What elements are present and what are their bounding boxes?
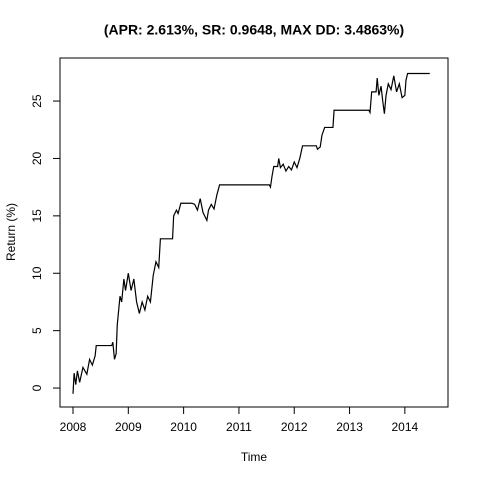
y-axis-label: Return (%) bbox=[4, 203, 18, 261]
x-tick-label: 2011 bbox=[226, 420, 252, 434]
x-tick-label: 2009 bbox=[115, 420, 142, 434]
x-tick-label: 2013 bbox=[336, 420, 363, 434]
x-tick-label: 2012 bbox=[281, 420, 308, 434]
plot-box bbox=[59, 57, 449, 408]
y-tick-label: 0 bbox=[30, 384, 44, 391]
y-tick-label: 5 bbox=[30, 327, 44, 334]
x-tick-label: 2010 bbox=[170, 420, 197, 434]
y-tick-label: 25 bbox=[30, 94, 44, 108]
y-tick-label: 20 bbox=[30, 151, 44, 165]
y-tick-label: 10 bbox=[30, 266, 44, 280]
x-axis-label: Time bbox=[241, 450, 268, 464]
y-tick-label: 15 bbox=[30, 209, 44, 223]
x-tick-label: 2014 bbox=[392, 420, 419, 434]
x-tick-label: 2008 bbox=[60, 420, 87, 434]
chart-title: (APR: 2.613%, SR: 0.9648, MAX DD: 3.4863… bbox=[104, 22, 404, 38]
line-series bbox=[72, 72, 430, 394]
